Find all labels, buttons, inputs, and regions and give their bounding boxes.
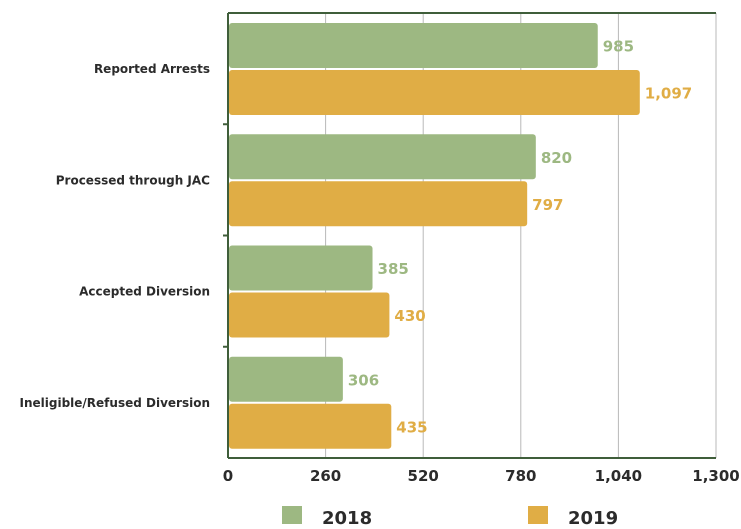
x-tick-label-1040: 1,040 [595, 467, 642, 485]
category-label: Accepted Diversion [79, 285, 210, 299]
data-label-2019-1: 797 [532, 196, 563, 214]
data-label-2019-2: 430 [394, 307, 425, 325]
data-label-2018-0: 985 [603, 38, 634, 56]
legend-label-2018: 2018 [322, 508, 372, 529]
bars [229, 23, 640, 449]
bar-2019-0 [229, 70, 640, 115]
x-tick-label-260: 260 [310, 467, 341, 485]
labels: 0 260 520 780 1,040 1,300 Reported Arrests 985 1… [20, 38, 740, 486]
x-tick-label-1300: 1,300 [692, 467, 739, 485]
category-label: Processed through JAC [56, 173, 210, 187]
category-label: Ineligible/Refused Diversion [20, 396, 211, 410]
data-label-2018-2: 385 [378, 260, 409, 278]
data-label-2019-0: 1,097 [645, 85, 692, 103]
bar-2018-1 [229, 134, 536, 180]
bar-2018-2 [229, 245, 373, 291]
data-label-2018-1: 820 [541, 149, 572, 167]
category-label: Reported Arrests [94, 62, 210, 76]
bar-2018-3 [229, 356, 343, 402]
bar-2019-2 [229, 292, 390, 338]
axes [223, 12, 716, 459]
bar-2019-3 [229, 403, 392, 449]
x-tick-label-0: 0 [223, 467, 233, 485]
x-tick-label-520: 520 [408, 467, 439, 485]
legend-swatch-2019 [528, 506, 548, 524]
bar-2019-1 [229, 181, 528, 227]
legend-swatch-2018 [282, 506, 302, 524]
legend-label-2019: 2019 [568, 508, 618, 529]
legend: 2018 2019 [282, 506, 618, 529]
data-label-2018-3: 306 [348, 371, 379, 389]
x-tick-label-780: 780 [505, 467, 536, 485]
bar-2018-0 [229, 23, 598, 68]
data-label-2019-3: 435 [396, 418, 427, 436]
